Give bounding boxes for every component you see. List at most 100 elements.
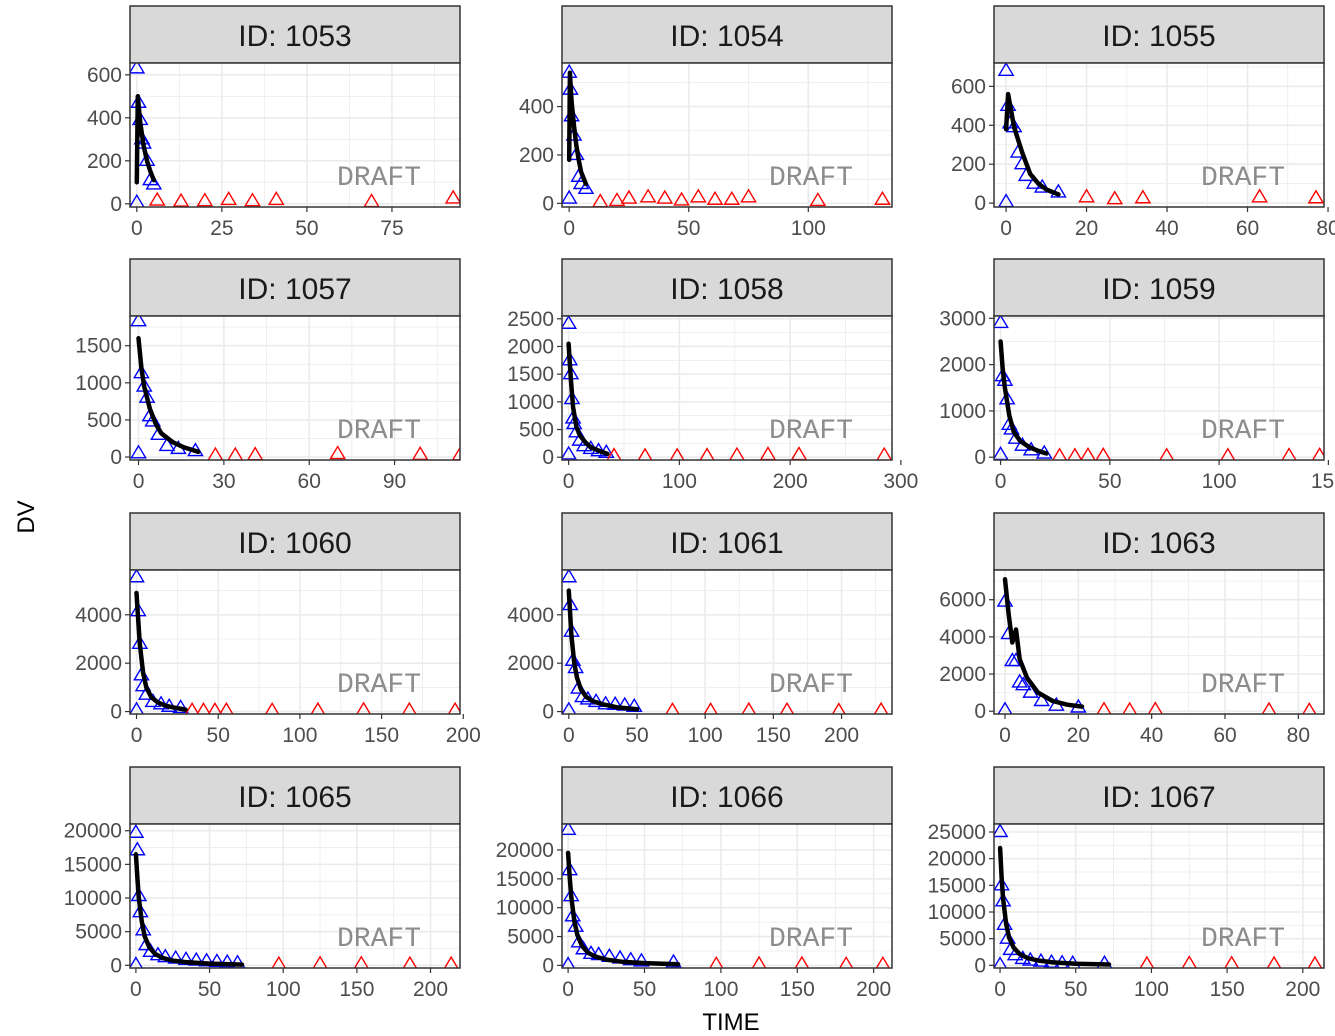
panel-1057: ID: 1057 DRAFT 0 30 60 90 0 500 1000 1500 — [75, 258, 461, 493]
x-tick-label: 150 — [756, 724, 791, 747]
plot-background — [562, 570, 892, 714]
draft-watermark: DRAFT — [1201, 924, 1285, 955]
observation-point-blue — [665, 953, 682, 968]
observation-point-red — [669, 447, 685, 460]
y-tick-label: 5000 — [507, 926, 554, 949]
observation-point-red — [227, 446, 244, 460]
draft-watermark: DRAFT — [1201, 416, 1285, 447]
observation-point-red — [1311, 446, 1324, 460]
y-tick-label: 20000 — [64, 820, 122, 843]
observation-point-red — [443, 955, 459, 968]
panel-border — [993, 823, 1325, 969]
y-tick-label: 0 — [542, 701, 554, 724]
fit-line — [134, 94, 157, 185]
observation-point-red — [1139, 955, 1155, 968]
observation-point-blue — [1033, 692, 1051, 707]
x-tick-label: 20 — [1067, 724, 1090, 747]
observation-point-blue — [130, 570, 145, 583]
fit-line — [1002, 577, 1085, 709]
x-tick-label: 0 — [563, 470, 575, 493]
gridlines — [562, 63, 892, 207]
data-layer — [130, 316, 460, 460]
x-tick-label: 100 — [662, 470, 697, 493]
x-tick-label: 50 — [625, 724, 648, 747]
y-tick-label: 10000 — [928, 901, 986, 924]
observation-point-red — [1281, 447, 1297, 460]
strip-label: ID: 1055 — [1102, 20, 1215, 53]
gridlines — [130, 63, 460, 207]
plot-background — [562, 824, 892, 968]
y-tick-label: 400 — [87, 107, 122, 130]
observation-point-blue — [130, 824, 145, 838]
x-tick-label: 0 — [563, 724, 575, 747]
observation-point-red — [873, 701, 889, 714]
data-layer — [130, 63, 460, 207]
y-tick-label: 5000 — [939, 928, 986, 951]
strip-label: ID: 1065 — [238, 781, 351, 814]
observation-point-red — [1307, 189, 1324, 204]
observation-point-red — [1067, 447, 1083, 460]
observation-point-red — [207, 446, 224, 460]
y-tick-label: 500 — [519, 419, 554, 442]
x-tick-label: 0 — [131, 217, 143, 240]
y-tick-label: 2000 — [939, 663, 986, 686]
y-tick-label: 1000 — [939, 400, 986, 423]
plot-background — [994, 824, 1324, 968]
observation-point-red — [665, 701, 680, 714]
observation-point-blue — [562, 316, 577, 329]
x-tick-label: 40 — [1155, 217, 1178, 240]
fit-line — [997, 845, 1112, 967]
x-tick-label: 60 — [298, 470, 321, 493]
observation-point-red — [741, 701, 757, 714]
panel-1065: ID: 1065 DRAFT 0 50 100 150 200 0 5000 10000 15000… — [64, 766, 461, 1001]
observation-point-red — [779, 701, 795, 714]
y-tick-label: 2500 — [507, 308, 554, 331]
x-tick-label: 50 — [295, 217, 318, 240]
observation-point-red — [809, 192, 827, 207]
observation-point-red — [637, 447, 653, 460]
observation-point-blue — [575, 940, 592, 955]
observation-point-blue — [198, 952, 215, 967]
y-tick-label: 0 — [974, 954, 986, 977]
observation-point-blue — [130, 701, 144, 714]
data-layer — [996, 577, 1317, 714]
panel-border — [561, 823, 893, 969]
y-tick-label: 2000 — [507, 652, 554, 675]
fit-line — [133, 852, 245, 967]
data-layer — [130, 824, 459, 968]
y-tick-label: 1500 — [75, 335, 122, 358]
plot-background — [130, 63, 460, 207]
x-tick-label: 0 — [1000, 217, 1012, 240]
observation-point-blue — [562, 956, 576, 968]
observation-point-blue — [633, 952, 650, 967]
x-tick-label: 20 — [1075, 217, 1098, 240]
observation-point-blue — [1011, 673, 1029, 688]
y-tick-label: 20000 — [496, 839, 554, 862]
observation-point-red — [1096, 701, 1112, 714]
gridlines — [994, 316, 1324, 460]
panel-border — [129, 823, 461, 969]
x-tick-label: 0 — [995, 470, 1007, 493]
y-tick-label: 200 — [87, 150, 122, 173]
strip-label: ID: 1054 — [670, 20, 783, 53]
observation-point-blue — [562, 189, 578, 204]
y-tick-label: 200 — [951, 153, 986, 176]
data-layer — [994, 824, 1323, 968]
observation-point-red — [172, 192, 190, 207]
y-tick-label: 0 — [110, 701, 122, 724]
y-tick-label: 3000 — [939, 307, 986, 330]
observation-point-blue — [625, 697, 643, 712]
observation-point-red — [312, 955, 328, 968]
x-tick-label: 50 — [207, 724, 230, 747]
strip-background — [561, 5, 893, 64]
strip-background — [561, 512, 893, 571]
x-tick-label: 100 — [688, 724, 723, 747]
strip-label: ID: 1057 — [238, 273, 351, 306]
observation-point-red — [356, 701, 372, 714]
observation-point-red — [839, 955, 854, 968]
observation-point-red — [184, 701, 200, 714]
y-tick-label: 2000 — [939, 354, 986, 377]
observation-point-red — [219, 701, 234, 714]
x-tick-label: 100 — [266, 978, 301, 1001]
